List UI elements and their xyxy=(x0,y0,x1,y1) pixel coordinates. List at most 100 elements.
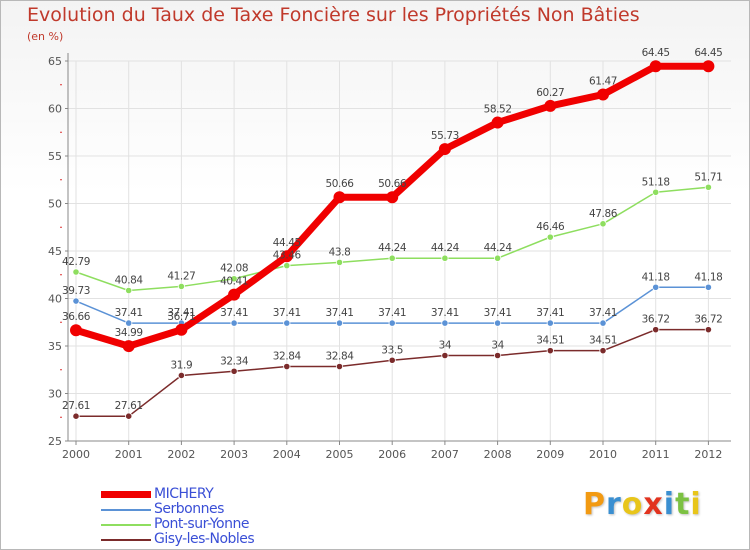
data-label-serbonnes: 37.41 xyxy=(484,307,512,319)
data-label-gisy-les-nobles: 27.61 xyxy=(62,400,90,412)
data-label-pont-sur-yonne: 44.24 xyxy=(484,242,513,254)
data-point-gisy-les-nobles xyxy=(704,326,713,334)
data-label-gisy-les-nobles: 34.51 xyxy=(589,335,617,347)
data-point-serbonnes xyxy=(546,319,554,327)
data-label-michery: 50.66 xyxy=(325,178,354,190)
data-point-michery xyxy=(386,191,399,204)
data-label-gisy-les-nobles: 36.72 xyxy=(694,314,722,326)
logo-letter: P xyxy=(583,487,606,522)
logo-letter: i xyxy=(663,487,676,522)
data-point-michery xyxy=(649,60,662,73)
x-tick-label: 2007 xyxy=(431,448,459,461)
chart-title: Evolution du Taux de Taxe Foncière sur l… xyxy=(27,4,640,26)
x-tick-label: 2001 xyxy=(115,448,143,461)
grid xyxy=(68,60,731,442)
legend-label: Gisy-les-Nobles xyxy=(154,531,255,547)
data-label-serbonnes: 37.41 xyxy=(273,307,301,319)
y-tick-label: 55 xyxy=(48,150,62,163)
data-label-michery: 55.73 xyxy=(431,130,459,142)
data-point-pont-sur-yonne xyxy=(546,233,554,241)
x-tick-label: 2003 xyxy=(220,448,248,461)
data-label-gisy-les-nobles: 32.84 xyxy=(325,351,354,363)
y-tick-label: 60 xyxy=(48,103,62,116)
proxiti-logo: Proxiti xyxy=(583,487,702,522)
data-label-serbonnes: 37.41 xyxy=(220,307,248,319)
data-label-gisy-les-nobles: 34.51 xyxy=(536,335,564,347)
data-label-michery: 64.45 xyxy=(642,47,670,59)
data-point-pont-sur-yonne xyxy=(493,254,502,262)
data-label-gisy-les-nobles: 32.34 xyxy=(220,355,249,367)
data-label-serbonnes: 37.41 xyxy=(115,307,143,319)
data-label-serbonnes: 39.73 xyxy=(62,285,90,297)
data-label-pont-sur-yonne: 44.24 xyxy=(431,242,460,254)
data-point-pont-sur-yonne xyxy=(72,268,80,276)
data-label-serbonnes: 37.41 xyxy=(589,307,617,319)
data-label-gisy-les-nobles: 34 xyxy=(491,340,504,352)
data-point-serbonnes xyxy=(125,319,133,327)
data-label-michery: 34.99 xyxy=(115,327,143,339)
logo-letter: t xyxy=(675,487,691,522)
data-label-michery: 40.41 xyxy=(220,276,248,288)
data-point-michery xyxy=(597,88,609,101)
x-tick-label: 2006 xyxy=(378,448,406,461)
data-labels: 42.79 40.84 41.27 42.08 43.46 43.8 44.24 44.24 4… xyxy=(62,47,723,412)
data-label-pont-sur-yonne: 43.8 xyxy=(329,246,351,258)
data-label-serbonnes: 37.41 xyxy=(378,307,406,319)
y-tick-label: 65 xyxy=(48,55,62,68)
legend-label: Pont-sur-Yonne xyxy=(154,516,249,532)
data-label-michery: 36.66 xyxy=(62,311,91,323)
legend-swatch xyxy=(101,491,151,498)
data-point-serbonnes xyxy=(652,283,660,291)
data-point-michery xyxy=(70,324,82,337)
data-label-serbonnes: 41.18 xyxy=(642,271,670,283)
y-axis-unit-label: (en %) xyxy=(27,30,64,43)
x-tick-label: 2008 xyxy=(484,448,512,461)
legend-item-serbonnes: Serbonnes xyxy=(101,502,254,517)
y-tick-label: 35 xyxy=(48,340,62,353)
data-point-gisy-les-nobles xyxy=(230,367,238,375)
data-label-serbonnes: 37.41 xyxy=(431,307,459,319)
data-point-gisy-les-nobles xyxy=(546,347,554,355)
data-label-pont-sur-yonne: 40.84 xyxy=(115,275,144,287)
data-point-michery xyxy=(702,60,715,73)
data-point-serbonnes xyxy=(493,319,502,327)
data-point-michery xyxy=(228,288,241,301)
data-label-gisy-les-nobles: 31.9 xyxy=(171,359,193,371)
data-label-gisy-les-nobles: 27.61 xyxy=(115,400,143,412)
data-label-serbonnes: 41.18 xyxy=(694,271,722,283)
data-point-pont-sur-yonne xyxy=(599,220,607,228)
logo-letter: r xyxy=(606,487,622,522)
data-point-michery xyxy=(280,250,293,263)
legend-label: Serbonnes xyxy=(154,501,224,517)
data-point-pont-sur-yonne xyxy=(177,282,185,291)
data-point-gisy-les-nobles xyxy=(493,351,502,360)
data-label-michery: 60.27 xyxy=(536,87,564,99)
data-point-gisy-les-nobles xyxy=(177,371,185,380)
y-tick-label: 45 xyxy=(48,245,62,258)
legend-item-michery: MICHERY xyxy=(101,487,254,502)
y-tick-label: 40 xyxy=(48,293,62,306)
data-point-pont-sur-yonne xyxy=(652,188,660,196)
data-point-gisy-les-nobles xyxy=(441,351,449,360)
data-label-michery: 61.47 xyxy=(589,76,617,88)
legend-swatch xyxy=(101,523,151,526)
x-tick-label: 2004 xyxy=(273,448,301,461)
data-label-pont-sur-yonne: 51.71 xyxy=(694,171,722,183)
legend-swatch xyxy=(101,508,151,511)
x-tick-label: 2012 xyxy=(694,448,722,461)
data-point-serbonnes xyxy=(704,283,713,291)
data-point-serbonnes xyxy=(335,319,344,327)
data-label-michery: 44.45 xyxy=(273,237,301,249)
legend-swatch xyxy=(101,538,151,541)
data-point-gisy-les-nobles xyxy=(335,362,344,371)
data-point-michery xyxy=(491,116,504,129)
y-tick-label: 50 xyxy=(48,198,62,211)
x-tick-label: 2005 xyxy=(326,448,354,461)
data-point-michery xyxy=(175,323,188,336)
x-tick-label: 2000 xyxy=(62,448,90,461)
data-label-pont-sur-yonne: 47.86 xyxy=(589,208,618,220)
data-point-pont-sur-yonne xyxy=(388,254,396,262)
data-label-pont-sur-yonne: 43.46 xyxy=(273,250,302,262)
data-label-michery: 58.52 xyxy=(484,104,512,116)
